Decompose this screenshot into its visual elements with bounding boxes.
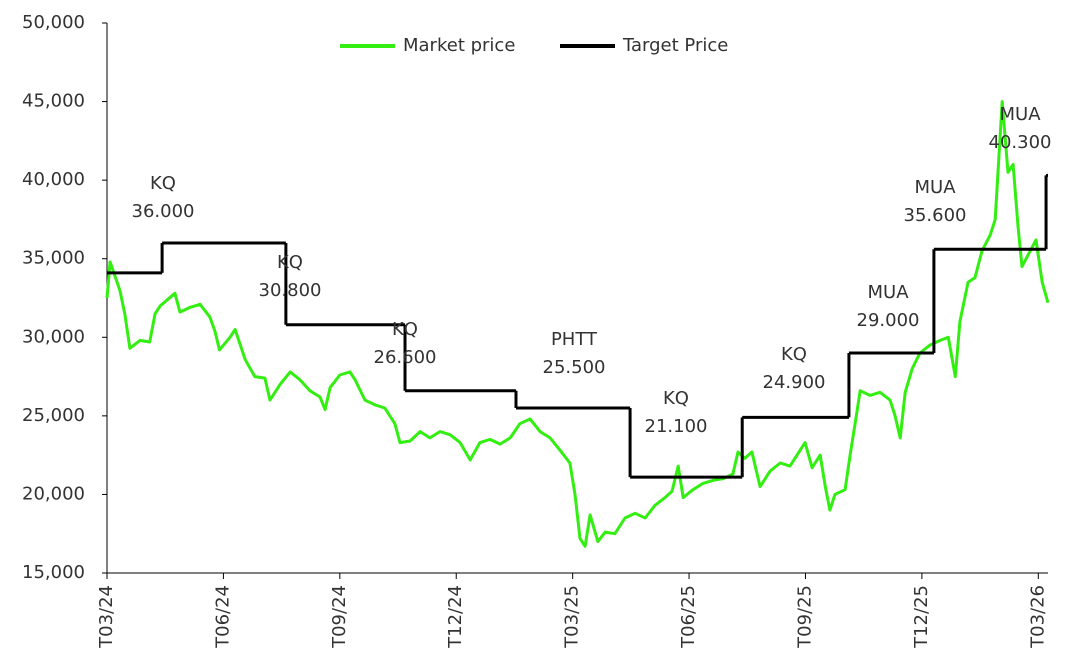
y-tick-label: 45,000 xyxy=(22,91,85,112)
annotation-label: KQ xyxy=(392,319,418,340)
x-tick-label: T06/25 xyxy=(678,585,699,649)
annotation-value: 25.500 xyxy=(543,357,606,378)
annotation-value: 24.900 xyxy=(763,372,826,393)
annotation-value: 29.000 xyxy=(857,310,920,331)
annotation-value: 40.300 xyxy=(989,132,1052,153)
x-tick-label: T03/26 xyxy=(1027,585,1048,649)
annotation-label: MUA xyxy=(914,177,956,198)
annotation-value: 30.800 xyxy=(259,280,322,301)
legend-label: Target Price xyxy=(622,35,728,56)
annotation-label: KQ xyxy=(150,173,176,194)
y-tick-label: 35,000 xyxy=(22,248,85,269)
legend-label: Market price xyxy=(403,35,515,56)
y-tick-label: 15,000 xyxy=(22,562,85,583)
annotation-label: KQ xyxy=(781,344,807,365)
x-tick-label: T03/24 xyxy=(96,585,117,649)
y-tick-label: 20,000 xyxy=(22,483,85,504)
y-tick-label: 30,000 xyxy=(22,326,85,347)
y-tick-label: 40,000 xyxy=(22,169,85,190)
x-tick-label: T03/25 xyxy=(562,585,583,649)
annotation-value: 35.600 xyxy=(904,205,967,226)
y-tick-label: 50,000 xyxy=(22,12,85,33)
annotation-label: MUA xyxy=(999,104,1041,125)
annotation-label: PHTT xyxy=(551,329,598,350)
x-tick-label: T12/24 xyxy=(445,585,466,649)
annotation-value: 36.000 xyxy=(132,201,195,222)
annotation-label: KQ xyxy=(663,388,689,409)
annotation-label: MUA xyxy=(867,282,909,303)
price-line xyxy=(105,100,1050,548)
annotation-value: 21.100 xyxy=(645,416,708,437)
x-tick-label: T09/24 xyxy=(329,585,350,649)
y-tick-label: 25,000 xyxy=(22,405,85,426)
annotation-label: KQ xyxy=(277,252,303,273)
x-tick-label: T09/25 xyxy=(794,585,815,649)
x-tick-label: T06/24 xyxy=(212,585,233,649)
annotation-value: 26.600 xyxy=(374,347,437,368)
x-tick-label: T12/25 xyxy=(911,585,932,649)
